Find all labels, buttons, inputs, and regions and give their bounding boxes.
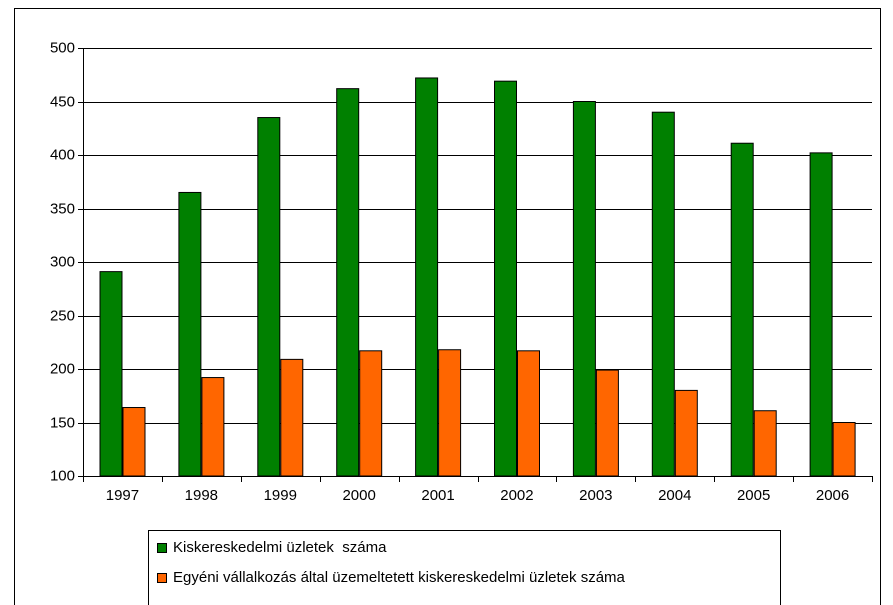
- bar: [257, 117, 281, 477]
- bar: [651, 111, 675, 477]
- bar: [336, 88, 360, 477]
- y-tick-label: 200: [50, 360, 75, 377]
- bar: [809, 152, 833, 477]
- legend-swatch: [157, 573, 167, 583]
- legend-swatch: [157, 543, 167, 553]
- x-tick-label: 2001: [421, 487, 454, 504]
- x-tick-label: 1999: [264, 487, 297, 504]
- legend-box: [148, 530, 781, 605]
- y-tick-label: 300: [50, 253, 75, 270]
- bar: [572, 101, 596, 477]
- bar: [517, 350, 540, 477]
- bar: [415, 77, 439, 477]
- x-tick-label: 2006: [816, 487, 849, 504]
- bar: [178, 191, 202, 477]
- bar: [730, 142, 754, 477]
- y-tick-label: 350: [50, 200, 75, 217]
- y-tick-label: 400: [50, 146, 75, 163]
- bar: [753, 410, 777, 477]
- x-tick-label: 2005: [737, 487, 770, 504]
- legend-label: Kiskereskedelmi üzletek száma: [173, 539, 387, 556]
- bar: [832, 422, 856, 477]
- bar: [99, 271, 123, 477]
- x-tick-label: 1997: [106, 487, 139, 504]
- legend-label: Egyéni vállalkozás által üzemeltetett ki…: [173, 569, 626, 586]
- x-tick-label: 2004: [658, 487, 691, 504]
- bar: [201, 377, 225, 477]
- y-tick-label: 150: [50, 414, 75, 431]
- bar: [122, 407, 146, 477]
- y-tick-label: 100: [50, 467, 75, 484]
- x-tick-label: 2003: [579, 487, 612, 504]
- bar: [438, 349, 462, 477]
- y-tick-label: 500: [50, 39, 75, 56]
- y-tick-label: 250: [50, 307, 75, 324]
- bar: [280, 358, 304, 477]
- y-tick-label: 450: [50, 93, 75, 110]
- bar: [595, 369, 619, 477]
- bar: [359, 350, 383, 477]
- bar: [494, 80, 517, 477]
- x-tick-label: 2002: [500, 487, 533, 504]
- x-tick-label: 1998: [185, 487, 218, 504]
- bar: [674, 389, 698, 477]
- x-tick-label: 2000: [342, 487, 375, 504]
